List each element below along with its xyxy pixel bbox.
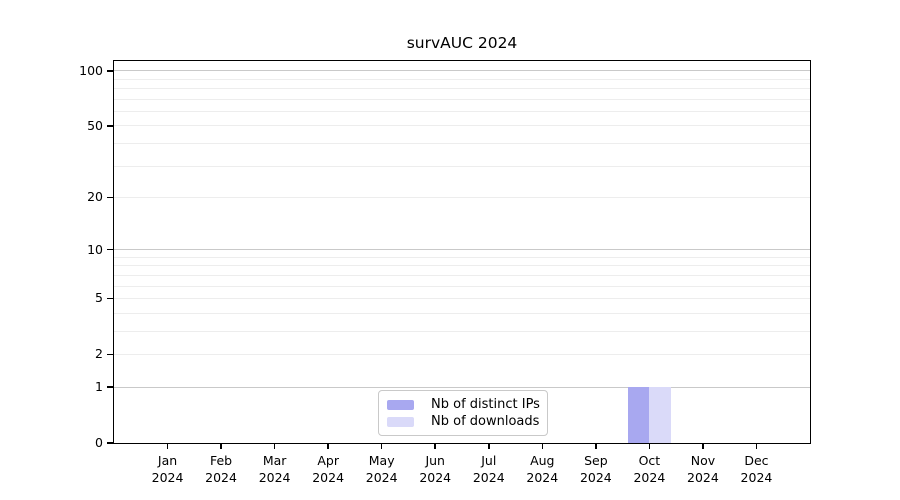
month-label: Jul (481, 453, 497, 468)
x-axis-tick (434, 443, 436, 449)
legend-item-distinct-ips: Nb of distinct IPs (387, 397, 540, 412)
y-axis-tick (107, 70, 114, 72)
year-label: 2024 (633, 470, 666, 485)
x-axis-tick (273, 443, 276, 449)
y-axis-tick-label: 10 (87, 241, 103, 257)
y-axis-tick (107, 297, 114, 300)
bar-oct-distinct-ips (627, 387, 650, 443)
month-label: Jun (425, 453, 445, 468)
x-axis-tick (488, 443, 490, 449)
year-label: 2024 (579, 470, 612, 485)
minor-gridline (114, 110, 810, 112)
x-axis-tick (595, 443, 597, 449)
x-axis-tick (755, 443, 758, 449)
major-gridline (114, 249, 810, 251)
month-label: May (368, 453, 395, 468)
year-label: 2024 (365, 470, 398, 485)
minor-gridline (114, 256, 810, 258)
x-axis-tick (327, 443, 329, 449)
minor-gridline (114, 196, 810, 198)
legend: Nb of distinct IPs Nb of downloads (378, 390, 548, 436)
x-axis-tick-label: Oct 2024 (617, 452, 681, 486)
y-axis-tick (107, 196, 114, 199)
y-axis-tick (107, 353, 114, 356)
y-axis-tick (107, 442, 114, 444)
x-axis-tick (702, 443, 704, 449)
x-axis-tick (380, 443, 383, 449)
month-label: Mar (262, 453, 287, 468)
month-label: Oct (638, 453, 661, 468)
x-axis-tick (648, 443, 651, 449)
minor-gridline (114, 88, 810, 90)
minor-gridline (114, 125, 810, 127)
minor-gridline (114, 274, 810, 276)
x-axis-tick (541, 443, 544, 449)
minor-gridline (114, 297, 810, 299)
chart-title: survAUC 2024 (406, 34, 518, 52)
legend-label-distinct-ips: Nb of distinct IPs (431, 397, 540, 412)
x-axis-tick (166, 443, 169, 449)
minor-gridline (114, 78, 810, 80)
year-label: 2024 (258, 470, 291, 485)
month-label: Aug (530, 453, 555, 468)
y-axis-tick-label: 20 (87, 189, 103, 205)
y-axis-tick-label: 50 (87, 117, 103, 133)
x-axis-tick-label: Dec 2024 (724, 452, 788, 486)
x-axis-tick-label: Jul 2024 (457, 452, 521, 486)
x-axis-tick-label: Jun 2024 (403, 452, 467, 486)
month-label: Jan (157, 453, 178, 468)
minor-gridline (114, 142, 810, 144)
y-axis-tick-label: 0 (95, 435, 103, 450)
year-label: 2024 (151, 470, 184, 485)
month-label: Dec (744, 453, 769, 468)
minor-gridline (114, 330, 810, 332)
y-axis-tick (107, 248, 114, 251)
x-axis-tick-label: Aug 2024 (510, 452, 574, 486)
year-label: 2024 (472, 470, 505, 485)
year-label: 2024 (526, 470, 559, 485)
year-label: 2024 (740, 470, 773, 485)
x-axis-tick-label: Sep 2024 (564, 452, 628, 486)
minor-gridline (114, 98, 810, 100)
minor-gridline (114, 265, 810, 267)
major-gridline (114, 70, 810, 72)
legend-swatch-downloads (387, 416, 414, 427)
minor-gridline (114, 353, 810, 355)
x-axis-tick-label: Feb 2024 (189, 452, 253, 486)
legend-swatch-distinct-ips (387, 399, 414, 410)
y-axis-tick (107, 125, 114, 127)
plot-area: 100 50 20 10 5 2 1 0 Jan 2024 Feb 2024 Mar 2024 Apr 202… (79, 60, 811, 485)
month-label: Apr (317, 453, 339, 468)
year-label: 2024 (419, 470, 452, 485)
month-label: Nov (690, 453, 716, 468)
minor-gridline (114, 285, 810, 287)
year-label: 2024 (205, 470, 237, 485)
y-axis-tick-label: 100 (79, 62, 103, 78)
major-gridline (114, 386, 810, 388)
y-axis-tick-label: 2 (95, 346, 103, 362)
minor-gridline (114, 312, 810, 314)
x-axis-tick-label: May 2024 (350, 452, 414, 486)
minor-gridline (114, 165, 810, 167)
x-axis-tick-label: Nov 2024 (671, 452, 735, 486)
legend-item-downloads: Nb of downloads (387, 414, 539, 429)
bar-oct-downloads (649, 387, 671, 443)
x-axis-tick-label: Jan 2024 (136, 452, 200, 486)
y-axis-tick-label: 1 (95, 379, 103, 395)
x-axis-tick-label: Mar 2024 (243, 452, 307, 486)
legend-label-downloads: Nb of downloads (431, 414, 540, 429)
month-label: Sep (584, 453, 608, 468)
year-label: 2024 (312, 470, 345, 485)
year-label: 2024 (687, 470, 719, 485)
y-axis-tick (107, 386, 114, 388)
month-label: Feb (209, 453, 233, 468)
x-axis-tick-label: Apr 2024 (296, 452, 360, 486)
x-axis-tick (220, 443, 222, 449)
y-axis-tick-label: 5 (95, 290, 103, 306)
